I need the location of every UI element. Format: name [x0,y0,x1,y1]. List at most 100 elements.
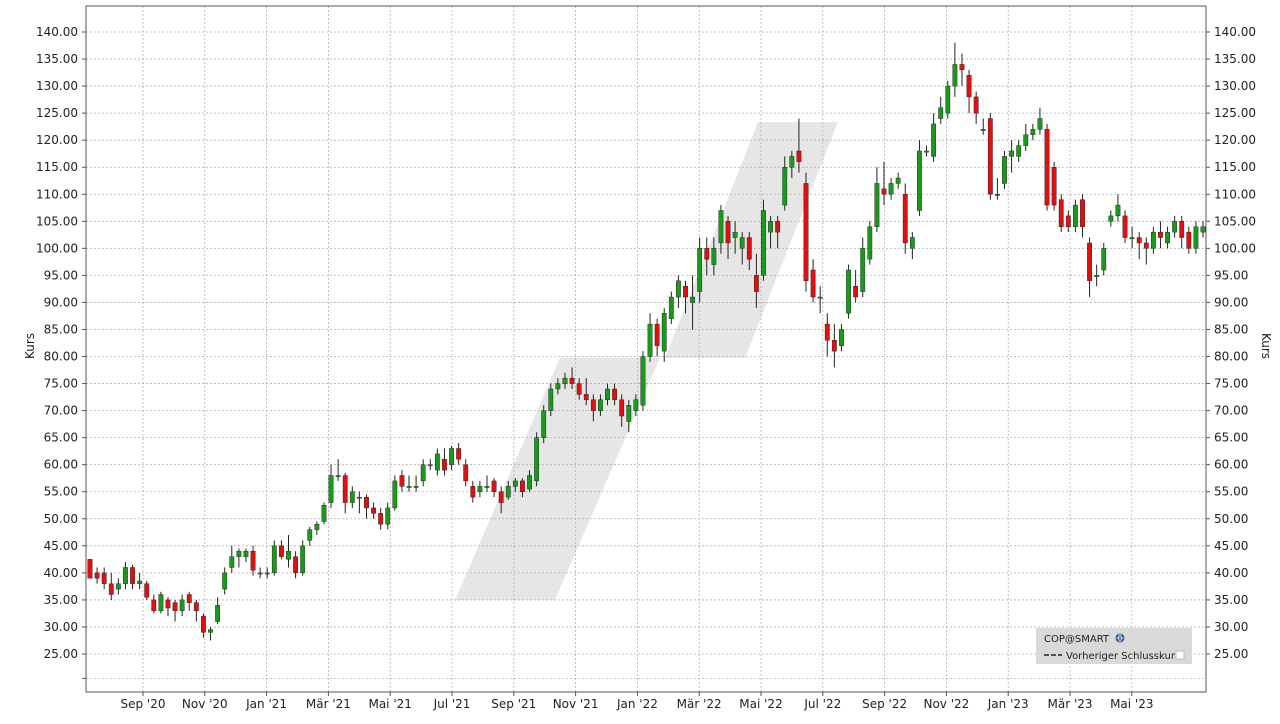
candle [576,378,582,400]
candle-body-up [392,480,398,509]
candle-body-down [902,194,908,244]
candle [137,572,143,590]
candle-body-down [753,275,759,292]
candle [1165,226,1170,249]
candle [1129,226,1135,249]
y-tick-label-left: 115.00 [36,160,78,174]
candle-body-up [938,107,944,119]
y-tick-label-right: 95.00 [1214,268,1248,282]
y-tick-label-right: 85.00 [1214,322,1248,336]
candle [605,383,610,406]
candle-body-down [1044,129,1050,206]
candle [867,221,873,265]
candle-body-down [831,340,837,352]
candle [782,156,788,211]
x-tick-label: Jan '23 [987,697,1029,711]
x-tick-label: Mai '22 [739,697,782,711]
candle [1044,123,1050,211]
candle-body-up [286,551,291,560]
y-tick-label-left: 90.00 [44,295,78,309]
candle-body-up [647,323,653,357]
candles [87,42,1206,641]
candle [328,464,334,508]
candle [562,372,568,389]
candle-body-down [498,491,504,503]
candle-body-down [612,388,617,400]
candle-body-down [186,594,192,603]
candle [250,545,256,576]
y-tick-label-right: 35.00 [1214,593,1248,607]
legend-checkbox[interactable] [1175,650,1185,660]
candle-body-up [1108,215,1114,222]
candle [952,42,958,97]
candle-body-down [250,551,256,571]
candle-body-down [151,599,157,611]
candle [1200,221,1206,238]
candle-body-down [683,286,688,298]
candle [987,113,993,200]
candle-body-up [839,329,844,346]
candle-body-down [796,150,802,163]
legend-box [1036,628,1192,664]
candle [505,480,511,500]
candle [739,232,745,265]
candle [817,286,823,314]
candle [186,591,192,611]
candle-body-up [548,388,554,411]
y-tick-label-right: 60.00 [1214,458,1248,472]
candle [257,567,263,579]
y-tick-label-right: 25.00 [1214,647,1248,661]
candle-body-up [321,505,327,522]
x-tick-label: Mai '23 [1110,697,1153,711]
candle [796,118,802,173]
candle-body-up [1115,204,1121,217]
y-tick-label-right: 115.00 [1214,160,1256,174]
x-tick-label: Nov '22 [923,697,969,711]
candle [683,280,688,314]
candle-body-up [555,383,561,390]
candle-body-up [924,150,929,153]
candle [406,475,412,492]
y-tick-label-left: 60.00 [44,458,78,472]
y-tick-label-left: 140.00 [36,25,78,39]
candle-body-up [761,210,766,276]
candle [668,291,674,325]
candle [179,594,185,617]
candle-body-up [562,377,568,384]
candle [746,232,752,270]
y-tick-label-left: 50.00 [44,512,78,526]
candle-body-up [271,545,277,574]
candle [931,113,937,162]
candle-body-up [300,545,306,574]
candle-body-down [470,486,476,498]
candle-body-up [1002,156,1007,184]
candle-body-down [108,583,114,595]
candle-body-up [257,572,263,575]
candle-body-up [661,313,667,352]
candle-body-up [477,486,483,492]
candle [1143,237,1149,265]
candle-body-up [208,629,213,633]
candle-body-up [895,177,901,184]
candle-body-down [1122,215,1128,238]
candle-body-up [420,464,426,482]
candle [527,470,532,492]
y-tick-label-left: 65.00 [44,431,78,445]
x-tick-label: Mär '21 [306,697,351,711]
candle [1150,226,1156,254]
candle [279,540,284,560]
candle [803,172,809,292]
legend: COP@SMART Vorheriger Schlusskurs [1036,628,1192,664]
candle-body-down [463,464,469,482]
candle [1080,194,1085,238]
candle [264,567,270,579]
candle [853,269,859,303]
candle-body-up [158,594,164,611]
candle-body-down [342,475,348,503]
x-tick-label: Jan '22 [616,697,658,711]
candle [874,167,880,233]
y-tick-label-right: 110.00 [1214,187,1256,201]
candle-body-down [569,377,575,384]
grid-lines [86,6,1206,692]
